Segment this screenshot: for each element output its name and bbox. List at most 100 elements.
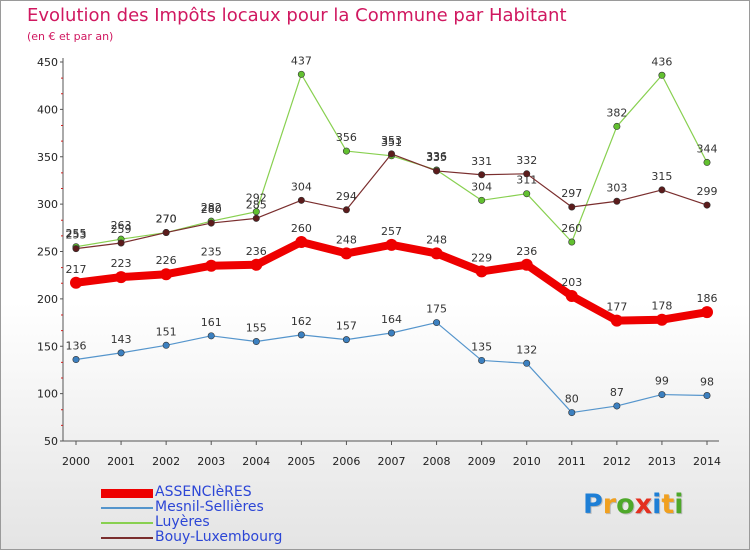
- data-label: 304: [291, 180, 312, 193]
- data-point: [523, 359, 531, 367]
- data-point: [703, 158, 711, 166]
- x-tick-label: 2013: [648, 455, 676, 468]
- data-label: 259: [111, 223, 132, 236]
- data-label: 203: [561, 276, 582, 289]
- data-label: 282: [201, 201, 222, 214]
- data-label: 229: [471, 251, 492, 264]
- data-point: [478, 171, 486, 179]
- data-point: [610, 314, 623, 327]
- logo-letter: i: [652, 489, 662, 520]
- data-label: 236: [516, 245, 537, 258]
- data-point: [565, 290, 578, 303]
- data-label: 336: [426, 150, 447, 163]
- data-label: 260: [561, 222, 582, 235]
- legend-swatch: [101, 537, 153, 539]
- chart-title: Evolution des Impôts locaux pour la Comm…: [27, 5, 567, 26]
- data-point: [613, 402, 621, 410]
- legend-label: ASSENCIèRES: [155, 484, 252, 500]
- data-label: 335: [426, 151, 447, 164]
- x-tick-label: 2000: [62, 455, 90, 468]
- data-label: 270: [156, 213, 177, 226]
- data-label: 155: [246, 322, 267, 335]
- y-tick-label: 50: [44, 435, 58, 448]
- legend-label: Bouy-Luxembourg: [155, 529, 283, 545]
- legend-swatch: [101, 522, 153, 524]
- data-point: [252, 338, 260, 346]
- series-3: 217 223 226 235 236 260 248 257 248 229 236 203 177 1…: [66, 222, 718, 327]
- data-point: [613, 122, 621, 130]
- data-point: [475, 265, 488, 278]
- data-point: [655, 313, 668, 326]
- x-tick-label: 2006: [332, 455, 360, 468]
- logo-letter: x: [634, 489, 653, 520]
- y-tick-label: 200: [37, 293, 58, 306]
- data-label: 87: [610, 386, 624, 399]
- data-point: [658, 391, 666, 399]
- data-label: 132: [516, 343, 537, 356]
- series-1: 253 259 270 280 285 304 294 353 335 331 332 297 303 3…: [66, 134, 718, 253]
- data-label: 332: [516, 154, 537, 167]
- data-label: 356: [336, 131, 357, 144]
- x-tick-label: 2008: [423, 455, 451, 468]
- data-point: [703, 392, 711, 400]
- data-point: [433, 319, 441, 327]
- series-2: 136 143 151 161 155 162 157 164 175 135 132 80 87 99 9…: [66, 303, 714, 417]
- data-point: [613, 197, 621, 205]
- data-point: [387, 329, 395, 337]
- legend-label: Mesnil-Sellières: [155, 499, 264, 515]
- data-label: 270: [156, 213, 177, 226]
- data-label: 236: [246, 245, 267, 258]
- data-label: 303: [606, 181, 627, 194]
- data-label: 351: [381, 136, 402, 149]
- legend-swatch: [101, 488, 153, 498]
- data-label: 353: [381, 134, 402, 147]
- data-point: [252, 214, 260, 222]
- logo-letter: t: [661, 489, 675, 520]
- x-tick-label: 2014: [693, 455, 721, 468]
- data-label: 151: [156, 325, 177, 338]
- data-point: [433, 167, 441, 175]
- data-point: [72, 356, 80, 364]
- data-point: [523, 170, 531, 178]
- data-point: [568, 409, 576, 417]
- data-point: [385, 238, 398, 251]
- x-tick-label: 2009: [468, 455, 496, 468]
- data-label: 255: [66, 227, 87, 240]
- data-point: [478, 196, 486, 204]
- data-label: 344: [697, 142, 718, 155]
- data-label: 315: [651, 170, 672, 183]
- data-label: 98: [700, 376, 714, 389]
- data-label: 164: [381, 313, 402, 326]
- data-label: 297: [561, 187, 582, 200]
- data-point: [568, 238, 576, 246]
- data-label: 226: [156, 254, 177, 267]
- data-point: [295, 236, 308, 249]
- data-point: [297, 70, 305, 78]
- y-tick-label: 150: [37, 340, 58, 353]
- x-tick-label: 2010: [513, 455, 541, 468]
- x-tick-label: 2012: [603, 455, 631, 468]
- data-label: 260: [291, 222, 312, 235]
- data-label: 177: [606, 301, 627, 314]
- data-point: [658, 186, 666, 194]
- data-label: 331: [471, 155, 492, 168]
- data-label: 263: [111, 219, 132, 232]
- data-point: [430, 247, 443, 260]
- data-point: [70, 276, 82, 289]
- data-label: 304: [471, 180, 492, 193]
- data-label: 136: [66, 340, 87, 353]
- proxiti-logo: Proxiti: [583, 489, 684, 520]
- y-tick-label: 350: [37, 151, 58, 164]
- y-tick-label: 100: [37, 388, 58, 401]
- legend-label: Luyères: [155, 514, 210, 530]
- data-point: [207, 332, 215, 340]
- data-label: 161: [201, 316, 222, 329]
- y-tick-label: 300: [37, 198, 58, 211]
- data-point: [162, 229, 170, 237]
- x-tick-label: 2003: [197, 455, 225, 468]
- y-tick-label: 250: [37, 246, 58, 259]
- data-point: [117, 349, 125, 357]
- x-tick-label: 2001: [107, 455, 135, 468]
